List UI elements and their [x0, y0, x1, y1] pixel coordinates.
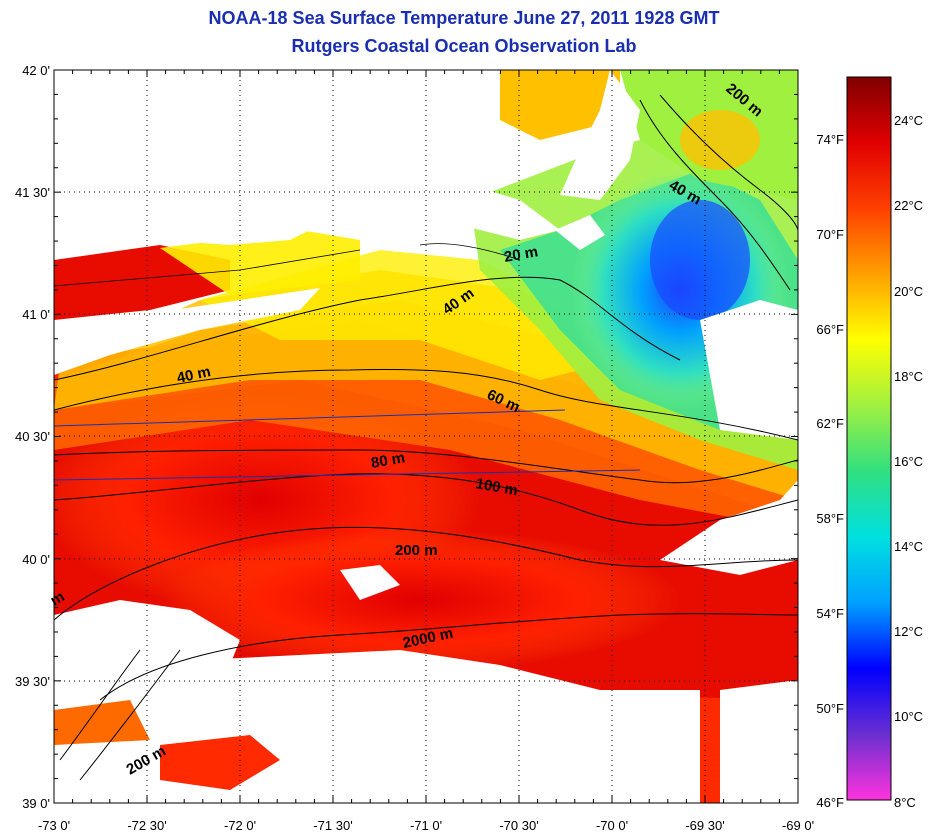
fahrenheit-label: 66°F	[816, 322, 844, 337]
colorbar-celsius-labels: 24°C 22°C 20°C 18°C 16°C 14°C 12°C 10°C …	[894, 113, 923, 810]
celsius-label: 8°C	[894, 795, 916, 810]
contour-200m	[54, 526, 798, 621]
lon-axis-labels: -73 0' -72 30' -72 0' -71 30' -71 0' -70…	[38, 818, 814, 833]
fahrenheit-label: 62°F	[816, 416, 844, 431]
lat-tick-label: 39 30'	[15, 674, 50, 689]
graticule	[54, 70, 798, 803]
lon-tick-label: -69 0'	[782, 818, 814, 833]
colorbar-fahrenheit-labels: 74°F 70°F 66°F 62°F 58°F 54°F 50°F 46°F	[816, 132, 844, 810]
lon-tick-label: -71 0'	[410, 818, 442, 833]
celsius-label: 12°C	[894, 624, 923, 639]
depth-label: 40 m	[175, 363, 212, 387]
colorbar-scale	[846, 76, 892, 801]
celsius-label: 20°C	[894, 284, 923, 299]
lat-tick-label: 40 30'	[15, 429, 50, 444]
celsius-label: 16°C	[894, 454, 923, 469]
lon-tick-label: -70 0'	[596, 818, 628, 833]
depth-label: 20 m	[503, 243, 540, 266]
lat-tick-label: 40 0'	[22, 552, 50, 567]
lon-tick-label: -72 0'	[224, 818, 256, 833]
lat-tick-label: 39 0'	[22, 796, 50, 811]
fahrenheit-label: 70°F	[816, 227, 844, 242]
depth-label: 200 m	[395, 542, 438, 559]
contour-40m	[54, 276, 681, 381]
celsius-label: 18°C	[894, 369, 923, 384]
fahrenheit-label: 58°F	[816, 511, 844, 526]
lat-tick-label: 42 0'	[22, 63, 50, 78]
celsius-label: 22°C	[894, 198, 923, 213]
lat-tick-label: 41 0'	[22, 307, 50, 322]
fahrenheit-label: 54°F	[816, 606, 844, 621]
fahrenheit-label: 74°F	[816, 132, 844, 147]
lon-tick-label: -71 30'	[313, 818, 352, 833]
lon-tick-label: -73 0'	[38, 818, 70, 833]
contour-80m	[54, 449, 798, 484]
celsius-label: 10°C	[894, 709, 923, 724]
map-subtitle: Rutgers Coastal Ocean Observation Lab	[291, 36, 637, 56]
contour-100m	[54, 473, 798, 526]
celsius-label: 24°C	[894, 113, 923, 128]
fahrenheit-label: 50°F	[816, 701, 844, 716]
depth-label: 80 m	[370, 449, 407, 472]
celsius-label: 14°C	[894, 539, 923, 554]
bathymetry-contours	[54, 94, 798, 781]
colorbar: 24°C 22°C 20°C 18°C 16°C 14°C 12°C 10°C …	[816, 76, 923, 810]
map-title: NOAA-18 Sea Surface Temperature June 27,…	[208, 8, 720, 28]
lat-axis-labels: 42 0' 41 30' 41 0' 40 30' 40 0' 39 30' 3…	[15, 63, 50, 811]
lon-tick-label: -72 30'	[127, 818, 166, 833]
lon-tick-label: -69 30'	[685, 818, 724, 833]
contour-2000m	[99, 613, 798, 701]
lon-tick-label: -70 30'	[499, 818, 538, 833]
fahrenheit-label: 46°F	[816, 795, 844, 810]
lat-tick-label: 41 30'	[15, 185, 50, 200]
contour-60m	[54, 368, 798, 441]
